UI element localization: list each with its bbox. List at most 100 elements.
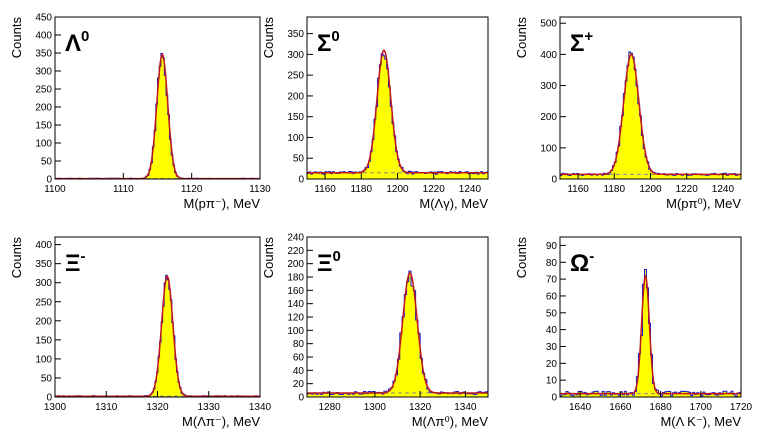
y-axis-label: Counts	[514, 237, 529, 279]
x-tick-label: 1720	[730, 402, 753, 413]
panel-6: 1640 1660 1680 1700 1720 0 10 20 30 40 50 60 70 80 90 M…	[514, 236, 753, 429]
y-tick-label: 200	[35, 103, 52, 114]
y-tick-label: 100	[35, 354, 52, 365]
y-axis-label: Counts	[261, 237, 276, 279]
x-tick-label: 1640	[569, 402, 592, 413]
y-tick-label: 400	[35, 240, 52, 251]
y-tick-label: 50	[41, 373, 53, 384]
x-tick-label: 1310	[95, 402, 118, 413]
x-tick-label: 1320	[146, 402, 169, 413]
panel-3: 1160 1180 1200 1220 1240 0 100 200 300 400 500 M(pπ…	[514, 16, 742, 211]
y-tick-label: 300	[287, 50, 304, 61]
x-tick-label: 1130	[249, 184, 271, 195]
x-tick-label: 1220	[423, 184, 446, 195]
y-tick-label: 0	[46, 393, 52, 404]
x-tick-label: 1340	[249, 402, 272, 413]
panel-2: 1160 1180 1200 1220 1240 0 50 100 150 200 250 300 35…	[261, 16, 489, 211]
panel-title: Ξ-	[65, 248, 85, 277]
y-tick-label: 400	[540, 50, 557, 61]
y-tick-label: 250	[287, 71, 304, 82]
y-tick-label: 20	[293, 379, 305, 390]
x-axis-label: M(Λπ⁻), MeV	[182, 414, 260, 429]
panel-title: Ξ0	[317, 248, 341, 277]
x-tick-label: 1200	[639, 184, 662, 195]
x-tick-label: 1280	[319, 402, 342, 413]
title-superscript: 0	[332, 248, 340, 265]
x-tick-label: 1110	[113, 184, 134, 195]
y-tick-label: 200	[540, 112, 557, 123]
y-tick-label: 0	[298, 175, 304, 186]
plot-frame	[54, 16, 261, 180]
y-tick-label: 0	[298, 393, 304, 404]
y-tick-label: 450	[35, 13, 52, 24]
y-tick-label: 10	[546, 376, 558, 387]
x-tick-label: 1700	[690, 402, 713, 413]
y-tick-label: 40	[546, 325, 558, 336]
y-tick-label: 100	[287, 326, 304, 337]
y-tick-label: 70	[546, 275, 558, 286]
y-tick-label: 350	[35, 49, 52, 60]
y-tick-label: 500	[540, 19, 557, 30]
plot-frame	[559, 236, 742, 398]
y-tick-label: 40	[293, 366, 305, 377]
y-tick-label: 20	[546, 359, 558, 370]
title-superscript: 0	[81, 28, 89, 45]
y-tick-label: 0	[551, 393, 557, 404]
y-tick-label: 90	[546, 241, 558, 252]
histogram-bins	[306, 270, 489, 398]
fit-curve	[560, 274, 741, 395]
title-superscript: 0	[331, 28, 339, 45]
y-tick-label: 150	[287, 112, 304, 123]
x-tick-label: 1240	[712, 184, 735, 195]
x-tick-label: 1340	[454, 402, 477, 413]
y-tick-label: 50	[41, 157, 53, 168]
y-tick-label: 0	[551, 175, 557, 186]
y-tick-label: 240	[287, 233, 304, 244]
x-tick-label: 1180	[351, 184, 373, 195]
y-tick-label: 350	[287, 29, 304, 40]
panel-title: Σ+	[570, 28, 593, 57]
x-tick-label: 1100	[44, 184, 66, 195]
title-superscript: -	[80, 248, 85, 265]
x-tick-label: 1660	[609, 402, 632, 413]
panel-1: 1100 1110 1120 1130 0 50 100 150 200 250 300 350 400…	[9, 13, 271, 212]
y-tick-label: 300	[35, 278, 52, 289]
x-tick-label: 1160	[567, 184, 589, 195]
title-symbol: Λ	[65, 30, 81, 57]
fit-curve	[307, 272, 488, 394]
x-axis-label: M(Λ K⁻), MeV	[660, 414, 741, 429]
panel-5: 1280 1300 1320 1340 0 20 40 60 80 100 120 140 160 180…	[261, 233, 489, 429]
panel-title: Ω-	[570, 248, 594, 277]
fit-curve	[55, 275, 260, 397]
y-tick-label: 30	[546, 342, 558, 353]
y-tick-label: 250	[35, 297, 52, 308]
x-tick-label: 1680	[649, 402, 672, 413]
y-axis-label: Counts	[9, 17, 24, 59]
histogram-bins	[55, 52, 261, 180]
y-tick-label: 60	[293, 353, 305, 364]
y-tick-label: 100	[287, 133, 304, 144]
y-tick-label: 160	[287, 286, 304, 297]
y-axis-label: Counts	[514, 17, 529, 59]
title-symbol: Σ	[570, 30, 584, 57]
x-tick-label: 1120	[181, 184, 203, 195]
y-tick-label: 100	[540, 143, 557, 154]
y-tick-label: 300	[35, 67, 52, 78]
title-symbol: Ξ	[65, 250, 80, 277]
histogram-bins	[54, 274, 261, 398]
y-tick-label: 300	[540, 81, 557, 92]
y-tick-label: 60	[546, 291, 558, 302]
x-tick-label: 1320	[409, 402, 432, 413]
histogram-bins	[559, 51, 742, 180]
x-axis-label: M(Λπ⁰), MeV	[412, 414, 489, 429]
title-symbol: Ξ	[317, 250, 332, 277]
title-symbol: Σ	[317, 30, 331, 57]
y-tick-label: 80	[293, 339, 305, 350]
y-tick-label: 180	[287, 273, 304, 284]
x-axis-label: M(pπ⁻), MeV	[183, 196, 260, 211]
y-tick-label: 400	[35, 31, 52, 42]
y-tick-label: 200	[35, 316, 52, 327]
x-tick-label: 1180	[604, 184, 626, 195]
histogram-bins	[306, 53, 489, 180]
